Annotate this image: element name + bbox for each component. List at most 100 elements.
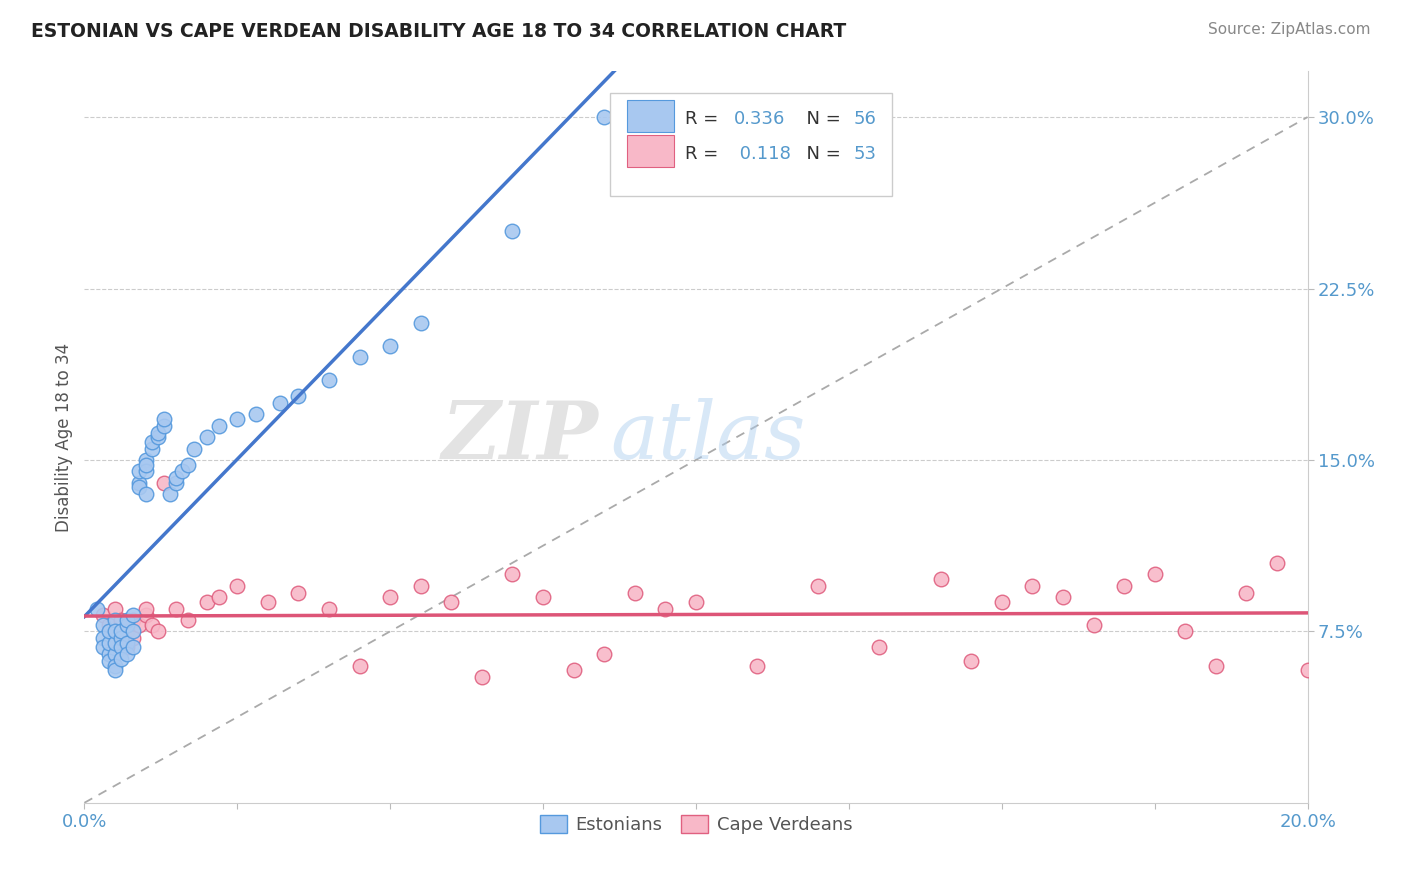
Point <box>177 613 200 627</box>
Point <box>208 590 231 604</box>
FancyBboxPatch shape <box>610 94 891 195</box>
Point <box>115 624 138 639</box>
Point <box>146 624 169 639</box>
Point <box>1296 663 1319 677</box>
Point <box>257 595 280 609</box>
Legend: Estonians, Cape Verdeans: Estonians, Cape Verdeans <box>533 807 859 841</box>
Point <box>122 640 145 655</box>
FancyBboxPatch shape <box>627 135 673 167</box>
Point <box>349 658 371 673</box>
Text: ZIP: ZIP <box>441 399 598 475</box>
Point <box>110 632 132 646</box>
Point <box>380 338 402 352</box>
Point <box>183 442 205 456</box>
Point <box>226 412 249 426</box>
Point <box>110 652 132 666</box>
Text: R =: R = <box>685 110 724 128</box>
Point <box>86 601 108 615</box>
Text: R =: R = <box>685 145 724 163</box>
Point <box>269 396 291 410</box>
Point <box>146 425 169 440</box>
Point <box>104 636 127 650</box>
Point <box>287 389 309 403</box>
Point <box>91 632 114 646</box>
Point <box>208 418 231 433</box>
Point <box>165 471 187 485</box>
Point <box>318 601 340 615</box>
Point <box>318 373 340 387</box>
Point <box>128 475 150 490</box>
Point <box>471 670 494 684</box>
Point <box>97 617 120 632</box>
Point <box>159 487 181 501</box>
Point <box>104 624 127 639</box>
Point <box>165 601 187 615</box>
Point <box>104 647 127 661</box>
Point <box>115 613 138 627</box>
Point <box>153 418 176 433</box>
Point <box>593 647 616 661</box>
Point <box>135 464 157 478</box>
Point <box>122 608 145 623</box>
Point <box>115 640 138 655</box>
Point <box>104 613 127 627</box>
Point <box>960 654 983 668</box>
Point <box>128 480 150 494</box>
Text: 56: 56 <box>853 110 876 128</box>
Point <box>869 640 891 655</box>
Point <box>685 595 707 609</box>
Point <box>122 613 145 627</box>
Text: 53: 53 <box>853 145 877 163</box>
Point <box>502 567 524 582</box>
Point <box>104 601 127 615</box>
Point <box>104 658 127 673</box>
FancyBboxPatch shape <box>627 100 673 132</box>
Point <box>110 640 132 655</box>
Point <box>97 647 120 661</box>
Point <box>128 617 150 632</box>
Text: atlas: atlas <box>610 399 806 475</box>
Point <box>146 430 169 444</box>
Point <box>1174 624 1197 639</box>
Point <box>104 636 127 650</box>
Point <box>97 636 120 650</box>
Point <box>531 590 554 604</box>
Point <box>929 572 952 586</box>
Point <box>115 647 138 661</box>
Point <box>1143 567 1166 582</box>
Point <box>91 608 114 623</box>
Point <box>177 458 200 472</box>
Point <box>747 658 769 673</box>
Point <box>349 350 371 364</box>
Point <box>97 624 120 639</box>
Point <box>141 617 163 632</box>
Point <box>440 595 463 609</box>
Point <box>135 608 157 623</box>
Point <box>153 412 176 426</box>
Point <box>122 632 145 646</box>
Point <box>115 617 138 632</box>
Point <box>91 640 114 655</box>
Point <box>654 601 676 615</box>
Point <box>141 442 163 456</box>
Point <box>110 613 132 627</box>
Point <box>110 624 132 639</box>
Text: 0.118: 0.118 <box>734 145 790 163</box>
Y-axis label: Disability Age 18 to 34: Disability Age 18 to 34 <box>55 343 73 532</box>
Point <box>991 595 1014 609</box>
Point <box>104 647 127 661</box>
Point <box>195 595 218 609</box>
Point <box>1021 579 1043 593</box>
Point <box>172 464 194 478</box>
Point <box>287 585 309 599</box>
Point <box>97 624 120 639</box>
Point <box>1265 556 1288 570</box>
Point <box>165 475 187 490</box>
Point <box>502 224 524 238</box>
Point <box>195 430 218 444</box>
Point <box>104 663 127 677</box>
Point <box>91 617 114 632</box>
Point <box>141 434 163 449</box>
Point <box>1052 590 1074 604</box>
Point <box>226 579 249 593</box>
